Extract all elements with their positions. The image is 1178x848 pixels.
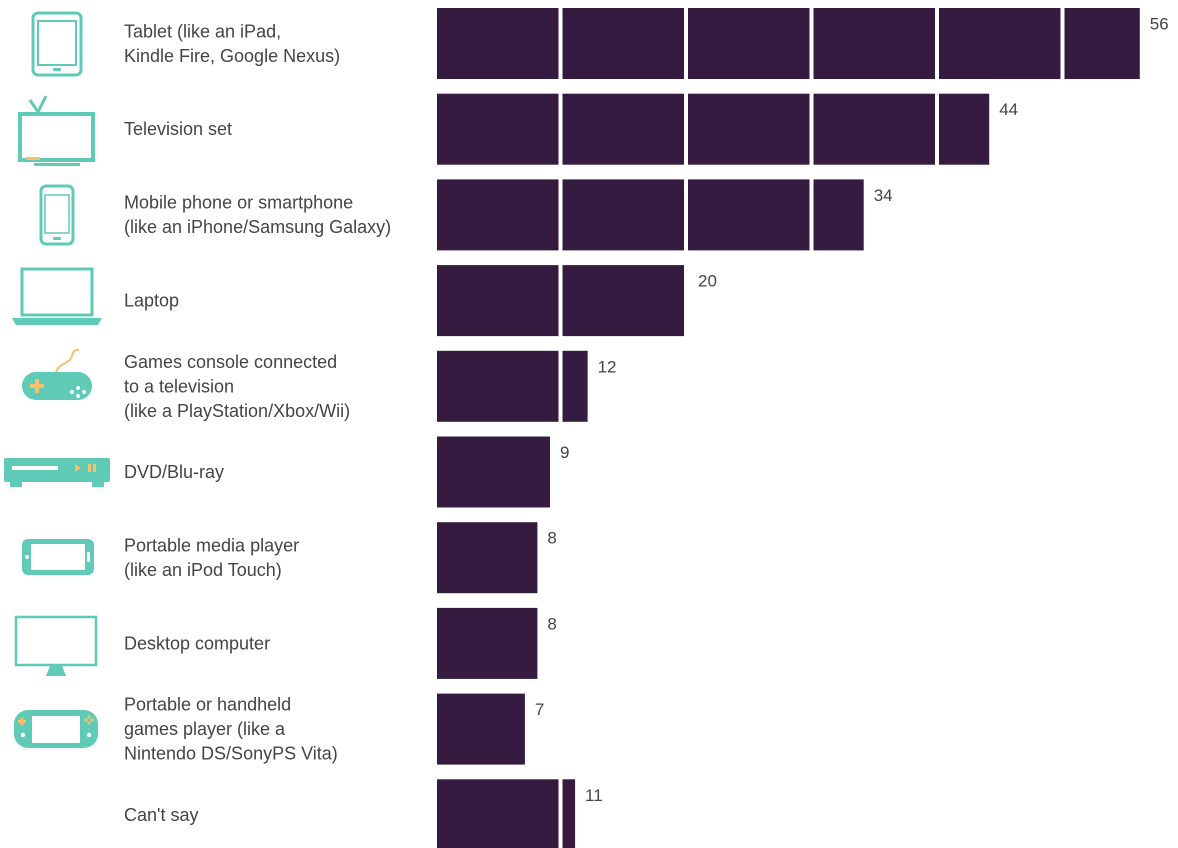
category-label-line: Portable media player: [124, 535, 299, 555]
category-label: Portable or handheld games player (like a…: [124, 695, 338, 764]
category-label-line: (like an iPod Touch): [124, 560, 282, 580]
bar-segment: [562, 265, 684, 337]
dvd-player-icon: [4, 458, 110, 487]
category-label: Tablet (like an iPad, Kindle Fire, Google…: [124, 21, 340, 66]
value-label: 7: [535, 700, 544, 719]
category-label: Portable media player (like an iPod Touch…: [124, 535, 299, 580]
bar-segment: [813, 93, 935, 165]
value-label: 34: [874, 186, 893, 205]
bar-segment: [562, 350, 588, 422]
bar-segment: [437, 350, 559, 422]
bar: [437, 265, 684, 337]
television-icon: [18, 95, 95, 166]
bar-segment: [562, 8, 684, 79]
category-label-line: Portable or handheld: [124, 695, 291, 715]
bar: [437, 179, 864, 251]
bar-segment: [939, 8, 1061, 79]
category-label-line: Kindle Fire, Google Nexus): [124, 46, 340, 66]
desktop-monitor-icon: [14, 615, 98, 676]
category-label: Games console connected to a television (l…: [124, 352, 350, 421]
bar-segment: [437, 779, 559, 848]
value-label: 8: [547, 614, 556, 633]
category-label: Television set: [124, 119, 232, 139]
bars: [437, 8, 1140, 848]
bar-segment: [437, 522, 538, 594]
bar: [437, 779, 576, 848]
bar-segment: [688, 179, 810, 251]
bar-segment: [562, 779, 576, 848]
value-label: 8: [547, 529, 556, 548]
bar-segment: [562, 179, 684, 251]
category-label: Laptop: [124, 291, 179, 311]
category-label: Can't say: [124, 805, 198, 825]
handheld-console-icon: [14, 710, 98, 748]
bar-segment: [813, 8, 935, 79]
category-label-line: Nintendo DS/SonyPS Vita): [124, 744, 338, 764]
value-label: 11: [585, 786, 603, 805]
bar: [437, 522, 538, 594]
bar-segment: [688, 93, 810, 165]
category-label-line: Can't say: [124, 805, 198, 825]
category-label-line: Games console connected: [124, 352, 337, 372]
bar: [437, 8, 1140, 79]
category-label-line: Television set: [124, 119, 232, 139]
bar-segment: [437, 93, 559, 165]
category-label-line: Tablet (like an iPad,: [124, 21, 281, 41]
laptop-icon: [12, 267, 102, 325]
bar-segment: [813, 179, 864, 251]
bar: [437, 93, 990, 165]
bar-segment: [688, 8, 810, 79]
bar: [437, 693, 525, 765]
tablet-icon: [31, 11, 83, 77]
bar-segment: [939, 93, 990, 165]
value-labels: 56 44 34 20 12 9 8 8 7 11: [535, 15, 1169, 805]
category-label: Mobile phone or smartphone (like an iPhon…: [124, 193, 391, 238]
value-label: 56: [1150, 15, 1169, 34]
value-label: 20: [698, 272, 717, 291]
value-label: 12: [598, 357, 617, 376]
bar-segment: [437, 436, 550, 508]
value-label: 9: [560, 443, 569, 462]
category-label-line: games player (like a: [124, 719, 286, 739]
category-label-line: DVD/Blu-ray: [124, 462, 224, 482]
category-label-line: Desktop computer: [124, 633, 270, 653]
bar: [437, 350, 588, 422]
category-label-line: Laptop: [124, 291, 179, 311]
bar-segment: [562, 93, 684, 165]
bar-segment: [437, 265, 559, 337]
category-label-line: Mobile phone or smartphone: [124, 193, 353, 213]
category-labels: Tablet (like an iPad, Kindle Fire, Google…: [124, 21, 391, 825]
smartphone-icon: [39, 184, 75, 246]
bar-segment: [437, 179, 559, 251]
bar-segment: [437, 607, 538, 679]
category-label-line: (like a PlayStation/Xbox/Wii): [124, 401, 350, 421]
category-label-line: to a television: [124, 376, 234, 396]
game-controller-icon: [22, 348, 92, 400]
bar-segment: [437, 693, 525, 765]
category-label-line: (like an iPhone/Samsung Galaxy): [124, 217, 391, 237]
bar-segment: [437, 8, 559, 79]
bar: [437, 607, 538, 679]
category-label: DVD/Blu-ray: [124, 462, 224, 482]
media-player-icon: [22, 539, 94, 575]
bar-segment: [1064, 8, 1140, 79]
category-label: Desktop computer: [124, 633, 270, 653]
value-label: 44: [999, 100, 1018, 119]
device-icons: [4, 11, 110, 748]
bar: [437, 436, 550, 508]
